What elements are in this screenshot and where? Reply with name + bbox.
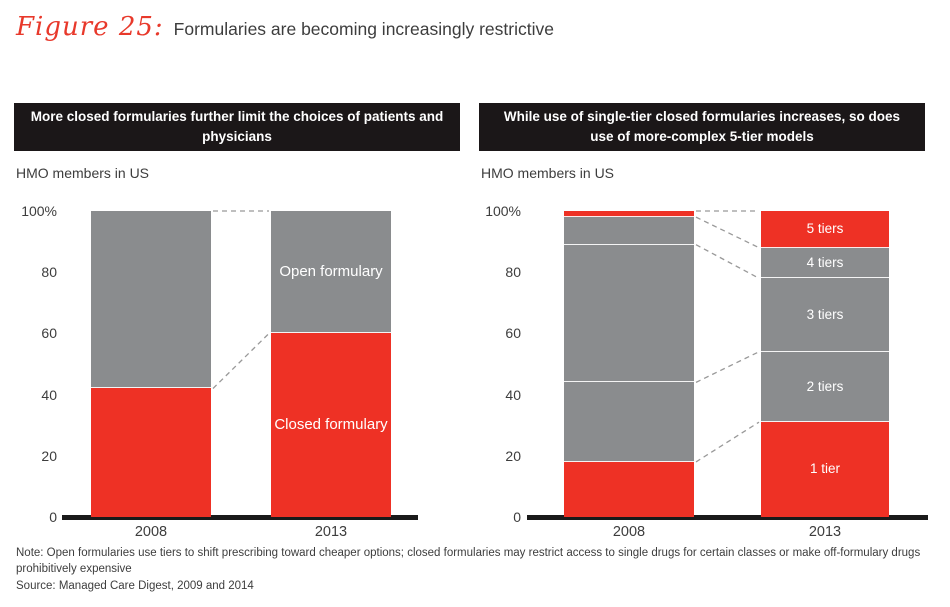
y-tick-label: 60 [41, 325, 57, 342]
connector-line [695, 216, 760, 249]
connector-line [695, 421, 760, 463]
bar-segment [564, 217, 694, 245]
connector-line [695, 351, 760, 383]
y-tick-label: 60 [505, 325, 521, 342]
figure-number-label: Figure 25: [16, 12, 164, 42]
y-tick-label: 100% [21, 203, 57, 219]
connector-line [695, 244, 760, 279]
bar-segment-label: 5 tiers [806, 220, 844, 236]
bar-segment-label: 2 tiers [806, 378, 844, 394]
right-chart-y-axis-title: HMO members in US [481, 165, 615, 181]
y-tick-label: 20 [41, 447, 57, 464]
bar-segment: 5 tiers [761, 211, 889, 248]
bar-segment-label: 3 tiers [806, 306, 844, 322]
figure-title-text: Formularies are becoming increasingly re… [173, 19, 554, 39]
left-chart-y-axis-title: HMO members in US [16, 165, 150, 181]
figure-title: Figure 25: Formularies are becoming incr… [16, 12, 554, 42]
bar-segment [91, 211, 211, 389]
y-tick-label: 20 [505, 447, 521, 464]
bar-segment-label: Closed formulary [274, 415, 388, 433]
x-axis-line [62, 515, 418, 520]
bar-segment: Closed formulary [271, 333, 391, 517]
right-chart-header-text: While use of single-tier closed formular… [503, 109, 901, 144]
y-tick-label: 0 [49, 509, 57, 525]
y-tick-label: 80 [41, 264, 57, 281]
x-axis-category-label: 2008 [612, 524, 646, 540]
x-axis-category-label: 2013 [808, 524, 842, 540]
bar-segment: 4 tiers [761, 247, 889, 279]
y-tick-label: 80 [505, 264, 521, 281]
footnote: Note: Open formularies use tiers to shif… [16, 546, 942, 595]
connector-line [212, 332, 270, 389]
bar-segment [564, 211, 694, 218]
bar-segment-label: 1 tier [809, 461, 840, 477]
left-chart-header-text: More closed formularies further limit th… [30, 109, 444, 144]
note-text: Note: Open formularies use tiers to shif… [16, 547, 921, 575]
y-tick-label: 0 [513, 509, 521, 525]
x-axis-category-label: 2013 [314, 524, 348, 540]
bar-segment [564, 382, 694, 462]
bar-segment: 1 tier [761, 422, 889, 517]
source-text: Source: Managed Care Digest, 2009 and 20… [16, 580, 254, 593]
bar-segment-label: 4 tiers [806, 254, 844, 270]
x-axis-category-label: 2008 [134, 524, 168, 540]
bar-segment: Open formulary [271, 211, 391, 334]
bar-segment [91, 388, 211, 517]
bar-segment: 2 tiers [761, 351, 889, 423]
y-tick-label: 40 [41, 386, 57, 403]
bar-segment [564, 244, 694, 383]
y-tick-label: 40 [505, 386, 521, 403]
x-axis-line [527, 515, 928, 520]
left-chart-header: More closed formularies further limit th… [14, 103, 460, 151]
bar-segment: 3 tiers [761, 278, 889, 352]
bar-segment-label: Open formulary [279, 262, 383, 280]
bar-segment [564, 461, 694, 517]
right-chart-header: While use of single-tier closed formular… [479, 103, 925, 151]
y-tick-label: 100% [485, 203, 521, 219]
